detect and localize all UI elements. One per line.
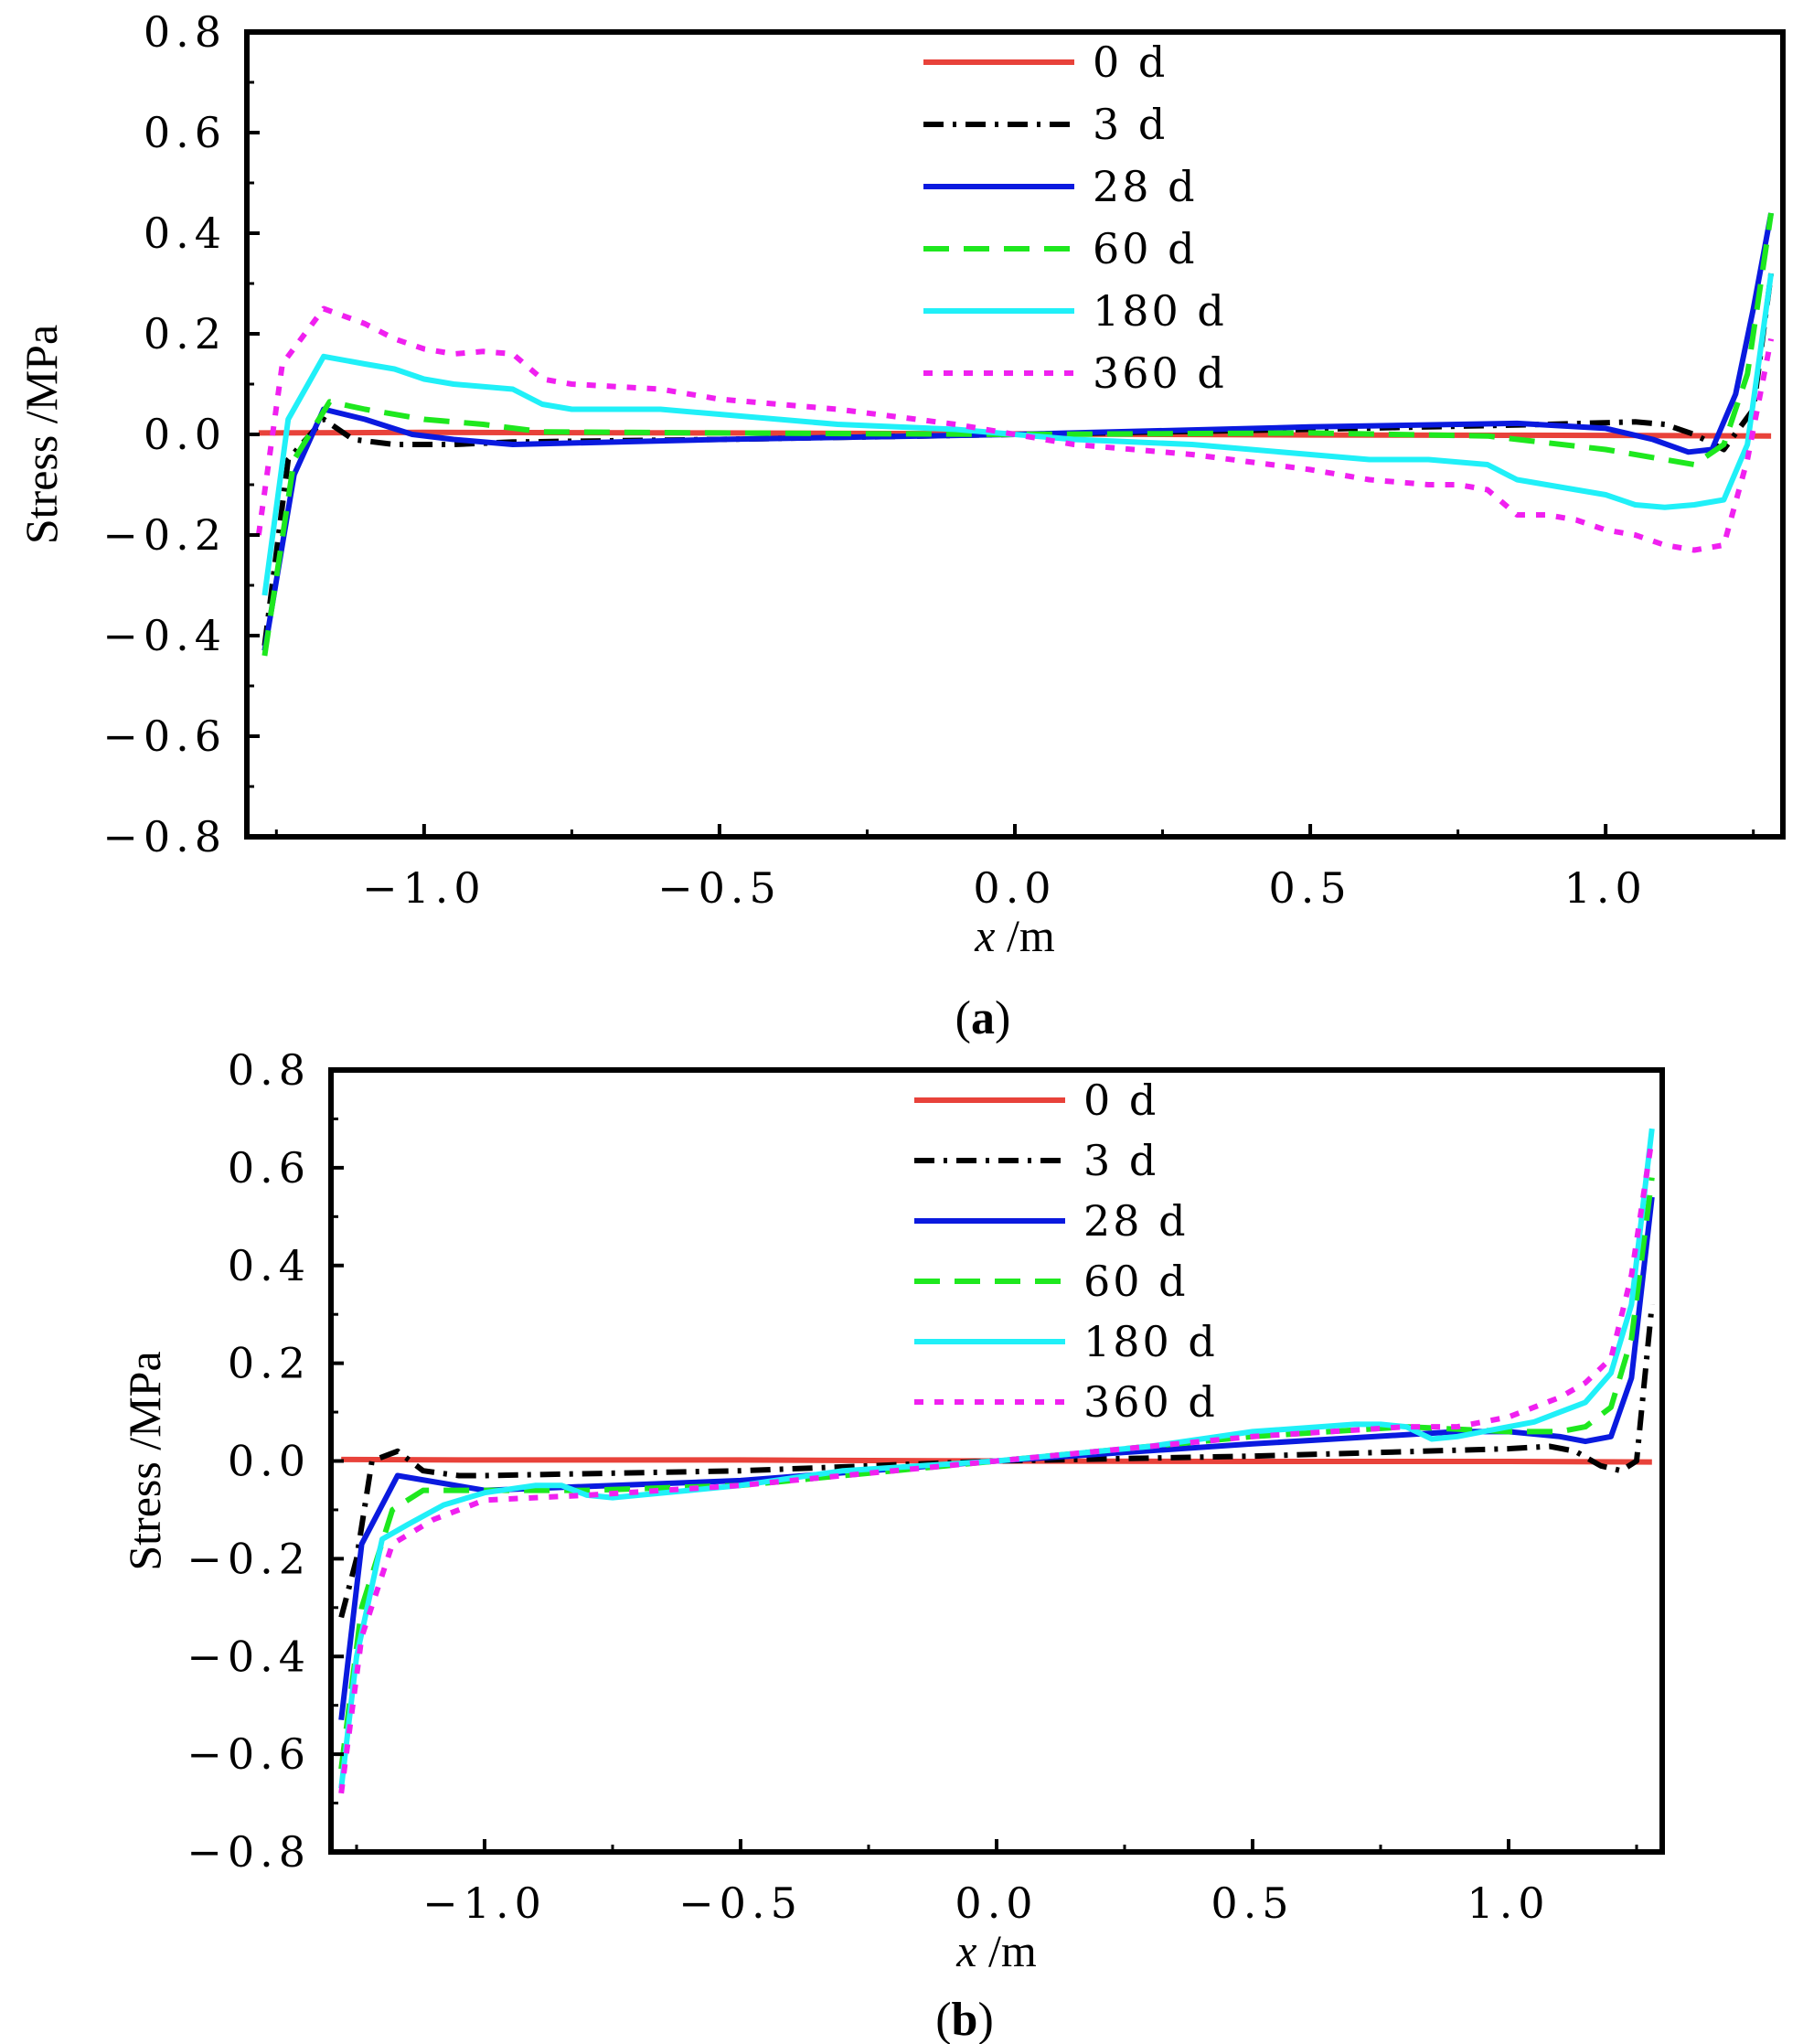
series-line-a-5 [255,305,1775,553]
y-tick-label-a-5: −0.2 [102,510,227,560]
series-line-b-2 [338,1196,1655,1721]
x-tick-label-a-0: −1.0 [362,863,486,913]
legend-label-b-2: 28 d [1083,1196,1189,1246]
series-layer-b [338,1128,1655,1794]
y-tick-label-b-8: −0.8 [187,1827,311,1877]
x-axis-label-b: x /m [955,1925,1037,1976]
y-tick-label-a-2: 0.4 [144,209,227,258]
y-tick-label-b-5: −0.2 [187,1534,311,1583]
x-tick-label-b-2: 0.0 [955,1878,1038,1928]
panel-paren-close-b: ) [977,1994,993,2044]
axis-ticks-b: −1.0 −0.5 0.0 0.5 1.0 0.8 0.6 0.4 0.2 0.0 −0.2 −0.4… [187,1045,1638,1928]
y-tick-label-a-1: 0.6 [144,108,227,157]
y-tick-label-b-7: −0.6 [187,1729,311,1779]
x-tick-label-a-3: 0.5 [1268,863,1351,913]
y-tick-label-a-7: −0.6 [102,712,227,761]
y-tick-label-a-0: 0.8 [144,7,227,57]
chart-panel-b: −1.0 −0.5 0.0 0.5 1.0 0.8 0.6 0.4 0.2 0.0 −0.2 −0.4… [119,1045,1665,2044]
x-tick-label-b-3: 0.5 [1211,1878,1294,1928]
y-tick-label-b-3: 0.2 [228,1339,311,1388]
x-tick-label-b-0: −1.0 [422,1878,547,1928]
x-tick-label-a-4: 1.0 [1564,863,1648,913]
legend-label-b-0: 0 d [1083,1076,1158,1125]
legend-label-a-2: 28 d [1093,162,1198,211]
series-line-b-5 [338,1138,1655,1794]
y-tick-label-b-0: 0.8 [228,1045,311,1095]
series-line-b-3 [338,1177,1655,1770]
x-axis-variable-a: x [974,910,995,961]
panel-letter-b: b [952,1994,978,2044]
legend-label-b-1: 3 d [1083,1136,1158,1185]
y-tick-label-b-2: 0.4 [228,1241,311,1290]
legend-label-a-3: 60 d [1093,224,1198,273]
y-axis-label-b: Stress /MPa [119,1351,170,1570]
panel-label-a: (a) [955,992,1011,1044]
x-axis-unit-b: /m [976,1925,1036,1976]
legend-label-a-1: 3 d [1093,100,1168,149]
y-tick-label-b-4: 0.0 [228,1437,311,1486]
panel-paren-open-b: ( [935,1994,951,2044]
series-line-b-1 [338,1304,1655,1619]
x-axis-unit-a: /m [995,910,1054,961]
panel-label-b: (b) [935,1994,994,2044]
series-line-a-4 [261,273,1775,596]
y-tick-label-b-6: −0.4 [187,1632,311,1681]
legend-a: 0 d 3 d 28 d 60 d 180 d 360 d [923,37,1227,398]
legend-label-a-4: 180 d [1093,286,1227,336]
panel-letter-a: a [971,992,995,1044]
legend-label-b-3: 60 d [1083,1257,1189,1306]
series-layer-a [255,212,1775,657]
x-axis-variable-b: x [955,1925,976,1976]
series-line-a-1 [261,273,1775,647]
x-tick-label-a-1: −0.5 [657,863,782,913]
x-tick-label-b-1: −0.5 [678,1878,803,1928]
y-tick-label-a-8: −0.8 [102,812,227,861]
panel-paren-close-a: ) [995,992,1010,1044]
y-axis-label-a: Stress /MPa [16,325,67,544]
legend-label-b-4: 180 d [1083,1317,1218,1366]
x-tick-label-a-2: 0.0 [973,863,1056,913]
y-tick-label-a-4: 0.0 [144,410,227,459]
chart-panel-a: −1.0 −0.5 0.0 0.5 1.0 0.8 0.6 0.4 0.2 0.0 −0.2 −0.4… [16,7,1786,1044]
series-line-a-2 [261,212,1775,651]
legend-label-a-5: 360 d [1093,348,1227,398]
y-tick-label-b-1: 0.6 [228,1143,311,1193]
legend-b: 0 d 3 d 28 d 60 d 180 d 360 d [914,1076,1218,1427]
x-tick-label-b-4: 1.0 [1467,1878,1550,1928]
y-tick-label-a-6: −0.4 [102,611,227,660]
series-line-a-3 [261,212,1775,657]
x-axis-label-a: x /m [974,910,1055,961]
y-tick-label-a-3: 0.2 [144,309,227,359]
axis-ticks-a: −1.0 −0.5 0.0 0.5 1.0 0.8 0.6 0.4 0.2 0.0 −0.2 −0.4… [102,7,1755,913]
legend-label-b-5: 360 d [1083,1377,1218,1427]
panel-paren-open-a: ( [955,992,971,1044]
legend-label-a-0: 0 d [1093,37,1168,87]
